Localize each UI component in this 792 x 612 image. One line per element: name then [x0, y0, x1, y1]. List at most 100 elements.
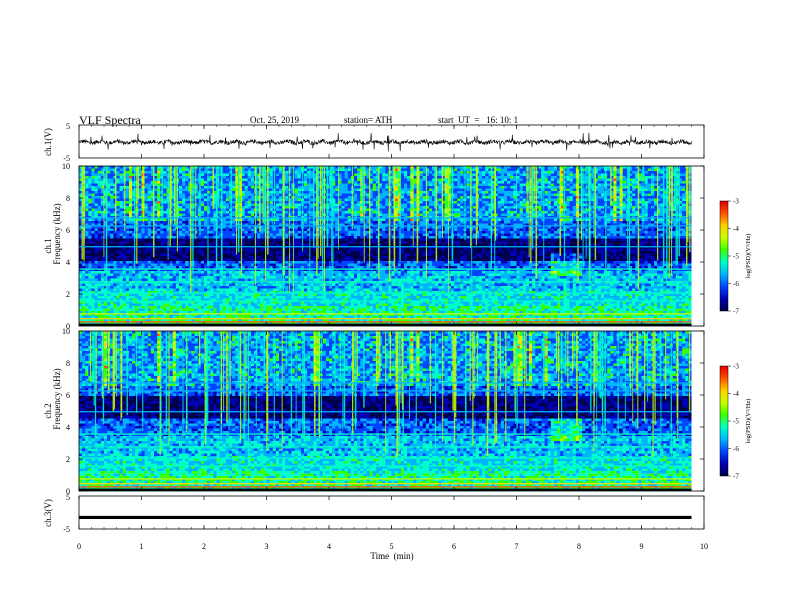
spec-cell: [129, 231, 132, 234]
spec-cell: [276, 271, 279, 274]
spec-cell: [98, 234, 101, 237]
spec-cell: [154, 171, 157, 174]
spec-cell: [88, 284, 91, 287]
spec-cell: [201, 174, 204, 177]
spec-cell: [88, 309, 91, 312]
spec-cell: [320, 304, 323, 307]
spec-cell: [232, 166, 235, 169]
spec-cell: [232, 179, 235, 182]
spec-cell: [310, 276, 313, 279]
spec-cell: [82, 304, 85, 307]
spec-cell: [157, 229, 160, 232]
spec-cell: [307, 306, 310, 309]
spec-cell: [295, 306, 298, 309]
spec-cell: [160, 266, 163, 269]
spec-cell: [298, 254, 301, 257]
spec-cell: [126, 244, 129, 247]
spec-cell: [223, 261, 226, 264]
spec-cell: [288, 229, 291, 232]
spec-cell: [95, 191, 98, 194]
spec-cell: [257, 276, 260, 279]
spec-cell: [185, 256, 188, 259]
spec-cell: [163, 254, 166, 257]
spec-cell: [298, 279, 301, 282]
spec-cell: [163, 274, 166, 277]
spec-cell: [273, 239, 276, 242]
spec-cell: [207, 266, 210, 269]
spec-cell: [270, 279, 273, 282]
spec-cell: [304, 276, 307, 279]
spec-cell: [288, 289, 291, 292]
spec-cell: [95, 201, 98, 204]
spec-cell: [304, 234, 307, 237]
spec-cell: [145, 174, 148, 177]
spec-cell: [298, 286, 301, 289]
spec-cell: [185, 214, 188, 217]
spec-cell: [163, 206, 166, 209]
spec-cell: [195, 239, 198, 242]
spec-cell: [201, 289, 204, 292]
spec-cell: [270, 229, 273, 232]
spec-cell: [117, 206, 120, 209]
spec-cell: [145, 266, 148, 269]
spec-cell: [148, 206, 151, 209]
spec-cell: [120, 241, 123, 244]
spec-cell: [207, 294, 210, 297]
spec-cell: [251, 261, 254, 264]
spec-cell: [267, 266, 270, 269]
spec-cell: [238, 309, 241, 312]
spec-cell: [245, 241, 248, 244]
spec-cell: [163, 184, 166, 187]
spec-cell: [148, 169, 151, 172]
spec-cell: [98, 294, 101, 297]
spec-cell: [295, 261, 298, 264]
spec-cell: [201, 194, 204, 197]
spec-cell: [245, 274, 248, 277]
spec-cell: [123, 286, 126, 289]
spec-cell: [85, 259, 88, 262]
spec-cell: [295, 201, 298, 204]
spec-cell: [117, 306, 120, 309]
spec-cell: [288, 169, 291, 172]
spec-cell: [251, 234, 254, 237]
spec-cell: [101, 264, 104, 267]
spec-cell: [304, 186, 307, 189]
spec-cell: [101, 266, 104, 269]
spec-cell: [182, 169, 185, 172]
spec-cell: [129, 264, 132, 267]
spec-cell: [160, 309, 163, 312]
spec-cell: [229, 231, 232, 234]
spec-cell: [204, 274, 207, 277]
spec-cell: [135, 289, 138, 292]
spec-cell: [104, 306, 107, 309]
spec-cell: [138, 209, 141, 212]
spec-cell: [95, 194, 98, 197]
spec-cell: [98, 249, 101, 252]
spec-cell: [270, 274, 273, 277]
spec-cell: [185, 194, 188, 197]
spec-cell: [110, 236, 113, 239]
spec-cell: [276, 221, 279, 224]
spec-cell: [267, 261, 270, 264]
spec-cell: [251, 296, 254, 299]
spec-cell: [138, 206, 141, 209]
spec-cell: [157, 251, 160, 254]
spec-cell: [251, 196, 254, 199]
spec-cell: [88, 244, 91, 247]
spec-cell: [129, 234, 132, 237]
spec-cell: [229, 236, 232, 239]
spec-cell: [145, 196, 148, 199]
spec-cell: [201, 206, 204, 209]
spec-cell: [92, 244, 95, 247]
spec-cell: [123, 309, 126, 312]
spec-cell: [195, 179, 198, 182]
spec-cell: [226, 266, 229, 269]
spec-cell: [276, 219, 279, 222]
spec-cell: [232, 209, 235, 212]
spec-cell: [217, 274, 220, 277]
spec-cell: [148, 286, 151, 289]
spec-cell: [204, 209, 207, 212]
spec-cell: [248, 254, 251, 257]
spec-cell: [195, 236, 198, 239]
spec-cell: [245, 309, 248, 312]
